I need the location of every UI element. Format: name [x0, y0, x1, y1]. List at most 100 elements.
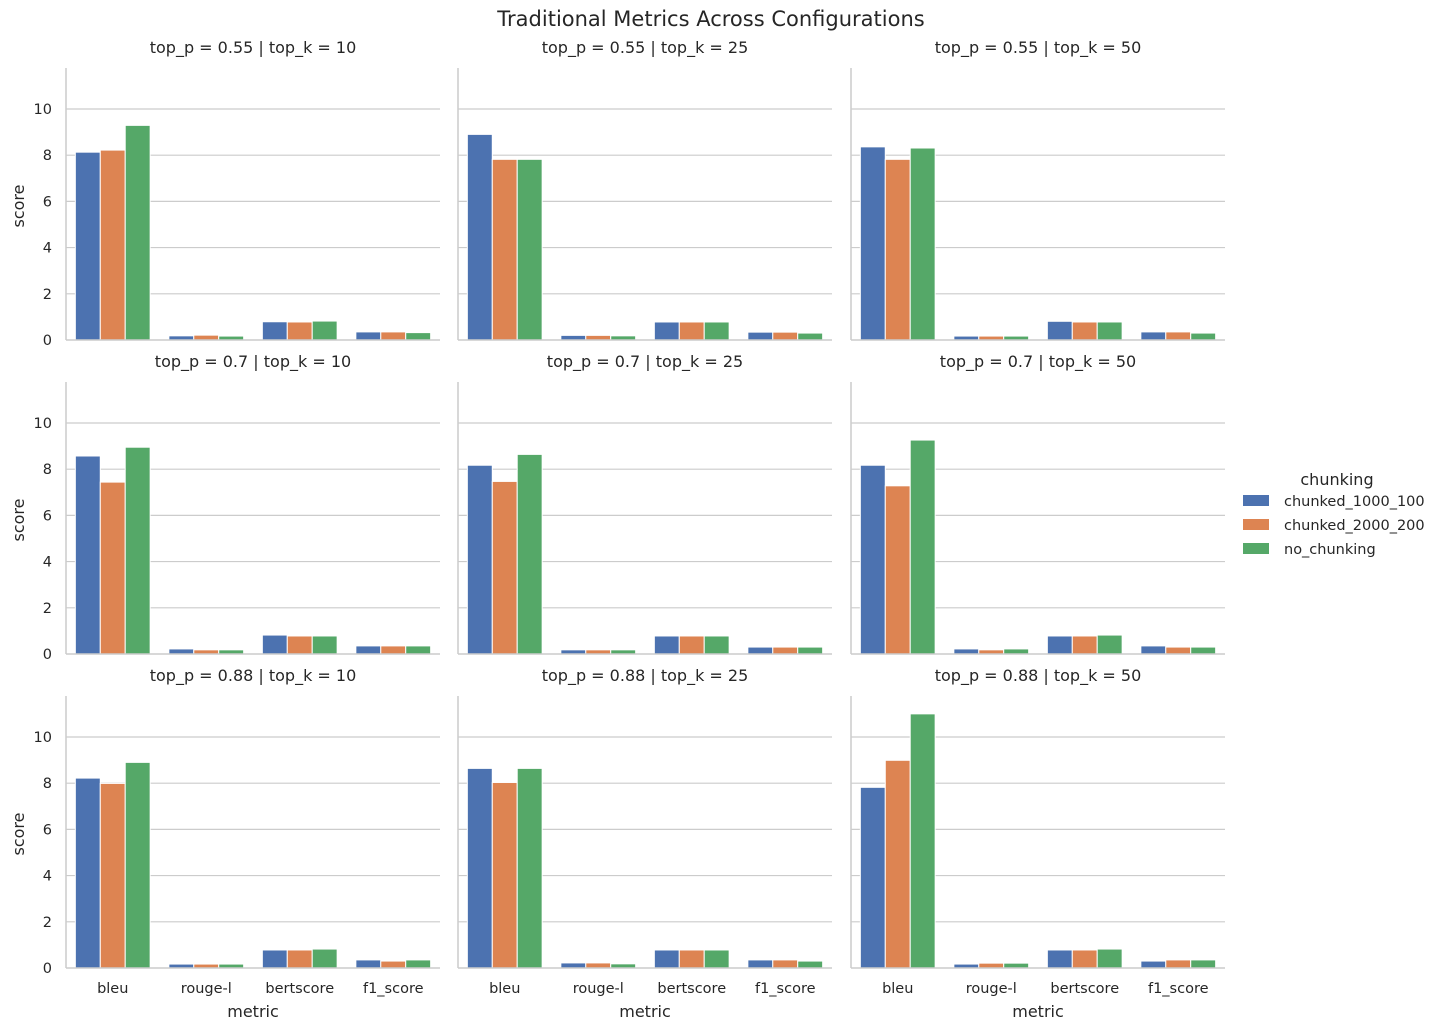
y-tick-label: 2 — [43, 915, 52, 931]
panel: top_p = 0.88 | top_k = 25 bleu rouge-l bert… — [457, 666, 832, 1021]
bar — [124, 446, 151, 655]
bar — [405, 645, 432, 655]
bar — [1046, 635, 1073, 655]
bar — [74, 455, 101, 655]
bar — [286, 635, 313, 655]
bar — [1071, 635, 1098, 655]
bar — [516, 158, 543, 341]
panel-title: top_p = 0.7 | top_k = 25 — [547, 352, 743, 372]
y-tick-label: 6 — [43, 508, 52, 524]
panel-title: top_p = 0.7 | top_k = 50 — [940, 352, 1136, 372]
bar — [311, 635, 338, 655]
y-tick-label: 4 — [43, 555, 52, 571]
x-tick-label: rouge-l — [573, 981, 624, 997]
bar — [99, 149, 126, 341]
bar — [466, 767, 493, 969]
legend-entry: no_chunking — [1284, 542, 1376, 558]
y-axis-label: score — [9, 813, 28, 856]
bar — [1096, 321, 1123, 341]
bar — [1071, 949, 1098, 969]
bar — [1190, 332, 1217, 341]
panel-title: top_p = 0.7 | top_k = 10 — [155, 352, 351, 372]
bar — [884, 485, 911, 655]
bar — [491, 480, 518, 655]
bar — [1046, 320, 1073, 341]
legend-swatch — [1243, 495, 1269, 506]
legend: chunking chunked_1000_100 chunked_2000_20… — [1243, 470, 1425, 558]
legend-entry: chunked_2000_200 — [1284, 518, 1425, 534]
panel-title: top_p = 0.55 | top_k = 50 — [935, 38, 1142, 58]
y-tick-label: 4 — [43, 869, 52, 885]
chart-title: Traditional Metrics Across Configuration… — [496, 7, 924, 31]
bar — [99, 481, 126, 655]
bar — [1096, 634, 1123, 655]
bar — [311, 948, 338, 969]
panel: top_p = 0.88 | top_k = 50 bleu rouge-l bert… — [850, 666, 1225, 1021]
bar — [124, 124, 151, 341]
facet-grid: 0 2 4 6 8 10 top_p = 0.55 | top_k = 10 score top… — [9, 38, 1225, 1021]
bar — [653, 321, 680, 341]
bar — [1190, 959, 1217, 969]
bar — [1071, 321, 1098, 341]
bar — [355, 959, 382, 969]
bar — [355, 331, 382, 341]
x-tick-label: rouge-l — [181, 981, 232, 997]
x-tick-label: bleu — [97, 981, 128, 997]
bar — [1190, 646, 1217, 655]
bar — [703, 321, 730, 341]
bar — [286, 949, 313, 969]
bar — [1140, 645, 1167, 655]
y-tick-label: 10 — [34, 730, 52, 746]
bar — [491, 781, 518, 969]
bar — [1165, 646, 1192, 655]
bar — [909, 713, 936, 969]
bar — [653, 949, 680, 969]
y-tick-label: 0 — [43, 333, 52, 349]
x-tick-label: f1_score — [1148, 981, 1209, 997]
x-tick-label: bleu — [882, 981, 913, 997]
bar — [797, 960, 824, 969]
bar — [1140, 331, 1167, 341]
bar — [311, 320, 338, 341]
bar — [491, 158, 518, 341]
panel: 0 2 4 6 8 10 top_p = 0.55 | top_k = 10 score — [9, 38, 440, 349]
bar — [859, 146, 886, 341]
bar — [168, 648, 195, 655]
bar — [74, 151, 101, 341]
bar — [1165, 959, 1192, 969]
bar — [99, 782, 126, 969]
bar — [466, 464, 493, 655]
bar — [560, 962, 587, 969]
panel-title: top_p = 0.88 | top_k = 25 — [542, 666, 749, 686]
bar — [703, 949, 730, 969]
bar — [124, 761, 151, 969]
bar — [653, 635, 680, 655]
bar — [261, 634, 288, 655]
bar — [355, 645, 382, 655]
y-tick-label: 10 — [34, 416, 52, 432]
bar — [1003, 648, 1030, 655]
x-tick-label: bertscore — [1050, 981, 1119, 997]
legend-swatch — [1243, 543, 1269, 554]
bar — [74, 777, 101, 969]
bar — [405, 959, 432, 969]
bar — [1096, 948, 1123, 969]
bar — [859, 464, 886, 655]
y-tick-label: 2 — [43, 287, 52, 303]
bar — [380, 331, 407, 341]
x-tick-label: bertscore — [657, 981, 726, 997]
bar — [261, 321, 288, 341]
bar — [405, 332, 432, 341]
bar — [772, 646, 799, 655]
panel: 0 2 4 6 8 10 top_p = 0.7 | top_k = 10 score — [9, 352, 440, 663]
bar — [1046, 949, 1073, 969]
bar — [772, 331, 799, 341]
bar — [261, 949, 288, 969]
y-tick-label: 2 — [43, 601, 52, 617]
bar — [678, 321, 705, 341]
bar — [678, 635, 705, 655]
panel: top_p = 0.55 | top_k = 50 — [850, 38, 1225, 341]
y-axis-label: score — [9, 499, 28, 542]
x-tick-label: f1_score — [363, 981, 424, 997]
